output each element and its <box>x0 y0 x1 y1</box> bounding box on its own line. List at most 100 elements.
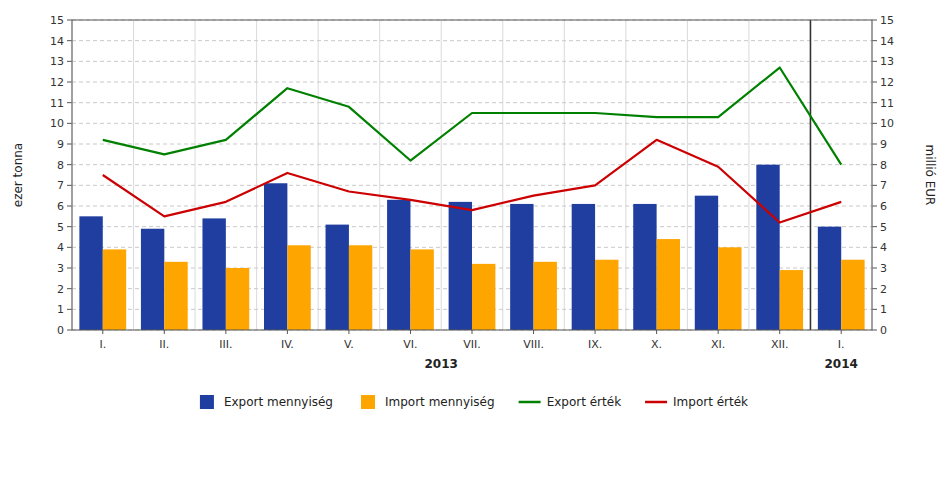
y-tick <box>67 82 72 83</box>
grid <box>72 20 872 330</box>
bar <box>226 268 249 330</box>
x-tick-label: VII. <box>463 338 481 351</box>
bar <box>657 239 680 330</box>
y-tick <box>67 123 72 124</box>
x-tick-label: XI. <box>711 338 725 351</box>
legend-swatch <box>645 401 667 404</box>
y-tick <box>67 247 72 248</box>
y2-tick-label: 15 <box>880 14 894 27</box>
y-tick <box>67 330 72 331</box>
y-tick-label: 4 <box>57 241 64 254</box>
y2-tick-label: 13 <box>880 55 894 68</box>
y-tick <box>67 268 72 269</box>
bar <box>780 270 803 330</box>
y2-tick-label: 0 <box>880 324 887 337</box>
y-tick-label: 2 <box>57 283 64 296</box>
x-tick-label: I. <box>838 338 845 351</box>
plot-frame <box>72 20 872 330</box>
y2-tick-label: 11 <box>880 97 894 110</box>
x-tick <box>164 330 165 334</box>
y-tick-label: 14 <box>50 35 64 48</box>
y2-tick <box>872 288 877 289</box>
y-tick <box>67 61 72 62</box>
bar <box>695 196 718 330</box>
y-axis-label: ezer tonna <box>11 143 25 207</box>
category-separator <box>625 20 626 330</box>
y2-tick-label: 8 <box>880 159 887 172</box>
x-tick <box>287 330 288 334</box>
y-tick <box>67 144 72 145</box>
year-label: 2014 <box>825 357 858 371</box>
y-tick <box>67 185 72 186</box>
category-separator <box>441 20 442 330</box>
y2-tick-label: 2 <box>880 283 887 296</box>
category-separator <box>379 20 380 330</box>
y-tick-label: 1 <box>57 303 64 316</box>
category-separator <box>318 20 319 330</box>
bar <box>79 216 102 330</box>
bar <box>572 204 595 330</box>
bar <box>472 264 495 330</box>
y2-tick <box>872 40 877 41</box>
y2-tick <box>872 20 877 21</box>
grid-line <box>72 144 872 145</box>
x-tick <box>595 330 596 334</box>
y2-tick <box>872 226 877 227</box>
y2-tick <box>872 330 877 331</box>
bar <box>103 249 126 330</box>
line <box>103 68 841 165</box>
bar <box>756 165 779 330</box>
y2-tick <box>872 309 877 310</box>
grid-line <box>72 40 872 41</box>
bar <box>164 262 187 330</box>
category-separator <box>133 20 134 330</box>
legend-label: Import mennyiség <box>385 395 495 409</box>
y-tick-label: 9 <box>57 138 64 151</box>
legend-label: Export érték <box>547 395 622 409</box>
y-tick-label: 13 <box>50 55 64 68</box>
y2-tick <box>872 144 877 145</box>
y-tick-label: 10 <box>50 117 64 130</box>
y-tick-label: 7 <box>57 179 64 192</box>
year-separator <box>810 20 812 330</box>
x-tick <box>472 330 473 334</box>
y-tick-label: 0 <box>57 324 64 337</box>
y-tick <box>67 226 72 227</box>
y-tick-label: 11 <box>50 97 64 110</box>
bar <box>141 229 164 330</box>
y-tick <box>67 164 72 165</box>
x-tick <box>410 330 411 334</box>
legend-swatch <box>519 401 541 404</box>
bar <box>449 202 472 330</box>
bar <box>202 218 225 330</box>
y2-tick-label: 10 <box>880 117 894 130</box>
year-label: 2013 <box>425 357 458 371</box>
y2-tick-label: 4 <box>880 241 887 254</box>
grid-line <box>72 123 872 124</box>
grid-line <box>72 61 872 62</box>
grid-line <box>72 185 872 186</box>
x-tick <box>533 330 534 334</box>
x-tick-label: X. <box>651 338 662 351</box>
y-tick-label: 8 <box>57 159 64 172</box>
x-tick <box>779 330 780 334</box>
bar <box>264 183 287 330</box>
x-tick <box>225 330 226 334</box>
x-tick-label: XII. <box>771 338 789 351</box>
bar <box>510 204 533 330</box>
bar <box>410 249 433 330</box>
legend-label: Export mennyiség <box>224 395 333 409</box>
y2-tick-label: 3 <box>880 262 887 275</box>
y2-tick-label: 7 <box>880 179 887 192</box>
legend-label: Import érték <box>673 395 748 409</box>
x-tick <box>656 330 657 334</box>
x-tick <box>718 330 719 334</box>
y-tick-label: 15 <box>50 14 64 27</box>
y-tick-label: 6 <box>57 200 64 213</box>
y2-tick <box>872 268 877 269</box>
y-tick <box>67 288 72 289</box>
y2-tick-label: 12 <box>880 76 894 89</box>
y-tick <box>67 309 72 310</box>
y2-tick <box>872 206 877 207</box>
y2-tick <box>872 61 877 62</box>
